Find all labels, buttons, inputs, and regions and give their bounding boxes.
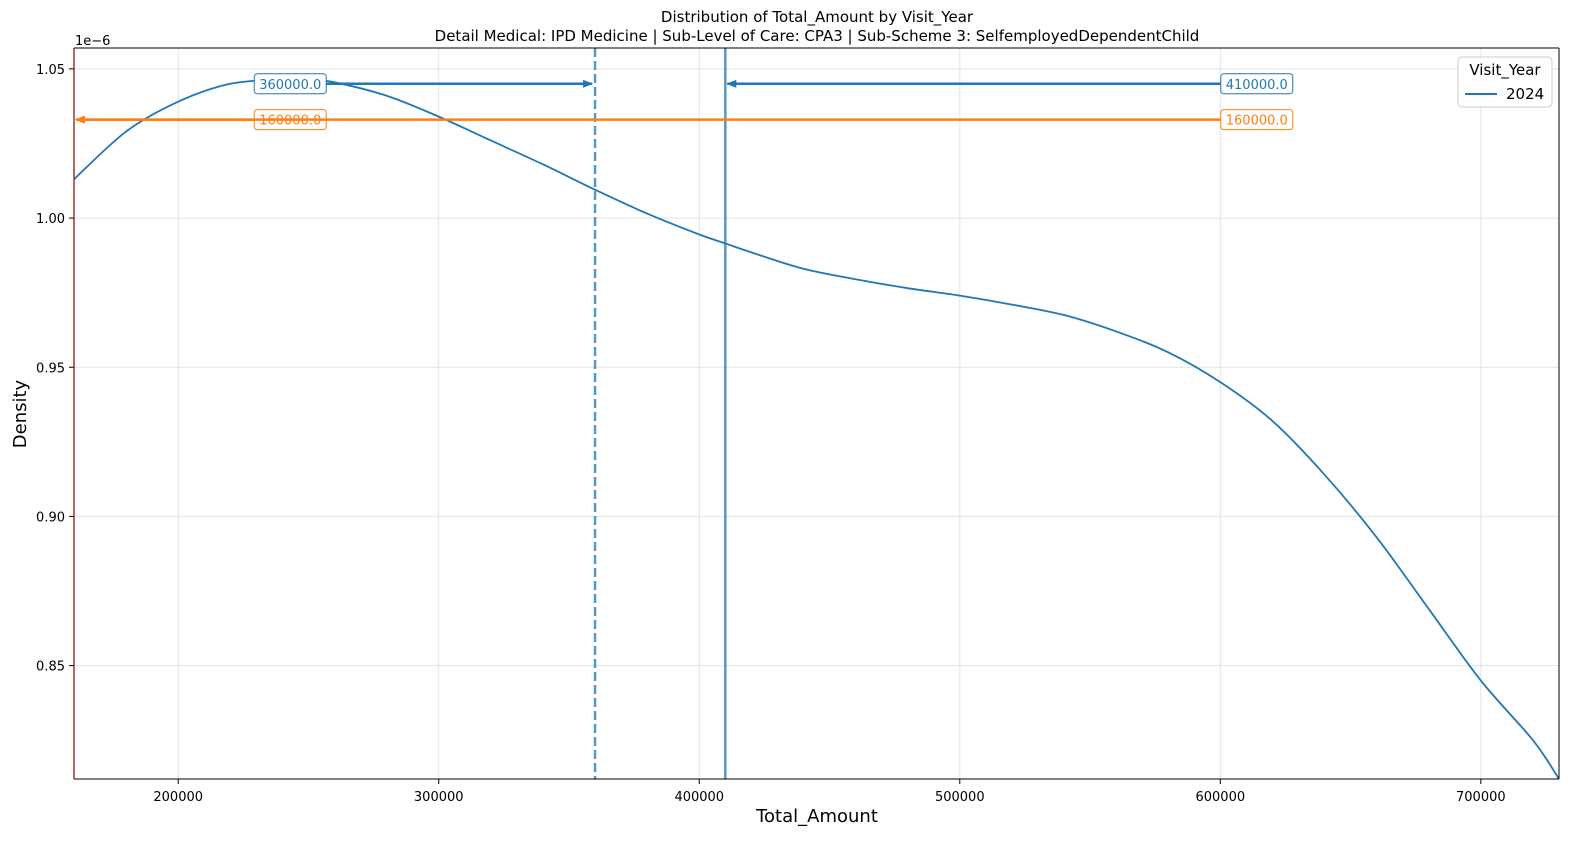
annotation-box: [1220, 73, 1294, 95]
y-tick-label: 1.05: [36, 63, 65, 78]
x-tick-label: 600000: [1195, 790, 1245, 805]
x-tick-label: 400000: [674, 790, 724, 805]
chart-subtitle: Detail Medical: IPD Medicine | Sub-Level…: [435, 27, 1200, 45]
annotation-label: 160000.0: [1226, 114, 1288, 129]
legend-label-2024: 2024: [1506, 85, 1544, 103]
x-axis-label: Total_Amount: [755, 806, 878, 827]
density-line-2024: [74, 77, 1559, 779]
annotation-box: [1220, 109, 1294, 131]
plot-area: 200000 300000 400000 500000 600000 700000 0.85…: [36, 47, 1560, 805]
legend-title: Visit_Year: [1469, 61, 1541, 80]
chart-title: Distribution of Total_Amount by Visit_Ye…: [661, 8, 974, 27]
y-offset-label: 1e−6: [75, 34, 110, 49]
annotation-label: 160000.0: [259, 114, 321, 129]
legend: Visit_Year 2024: [1457, 56, 1553, 108]
x-tick-label: 200000: [153, 790, 203, 805]
annotation-label: 410000.0: [1226, 78, 1288, 93]
y-tick-label: 0.90: [36, 510, 65, 525]
y-tick-label: 0.85: [36, 660, 65, 675]
y-axis-label: Density: [10, 379, 31, 448]
annotation-box: [253, 73, 327, 95]
x-tick-label: 700000: [1456, 790, 1506, 805]
x-tick-label: 500000: [935, 790, 985, 805]
annotation-label: 360000.0: [259, 78, 321, 93]
y-tick-label: 0.95: [36, 361, 65, 376]
y-tick-label: 1.00: [36, 212, 65, 227]
x-tick-label: 300000: [414, 790, 464, 805]
